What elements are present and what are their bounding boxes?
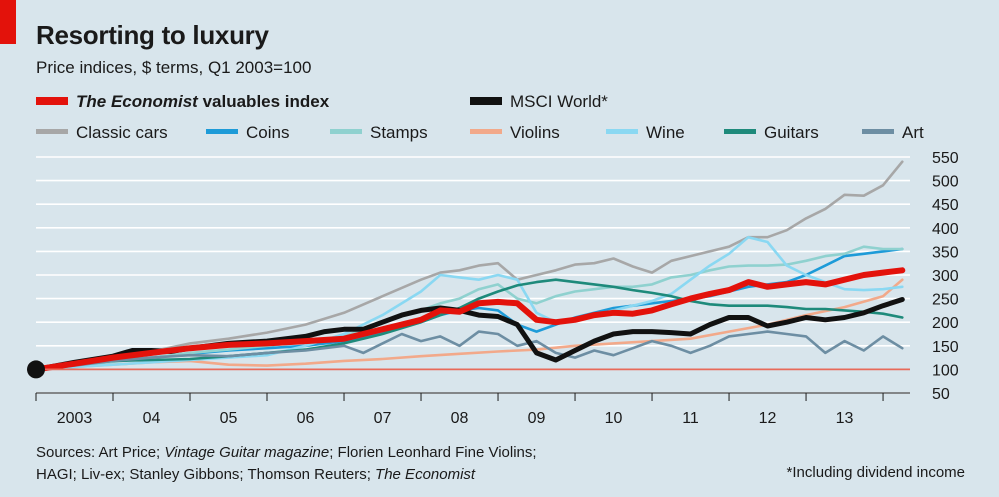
- legend-swatch-violins: [470, 129, 502, 135]
- y-tick-label-200: 200: [932, 315, 959, 332]
- legend-swatch-wine: [606, 129, 638, 135]
- y-tick-label-550: 550: [932, 150, 959, 167]
- legend-wine-label: Wine: [646, 123, 685, 142]
- x-tick-label-05: 05: [220, 410, 238, 427]
- legend-swatch-stamps: [330, 129, 362, 135]
- sources-p5: The Economist: [375, 466, 476, 483]
- legend-swatch-msci: [470, 96, 502, 105]
- x-tick-label-07: 07: [374, 410, 392, 427]
- axis-layer: 50 100 150 200 250 300 350 400 450 500 550 2003 04 05…: [27, 150, 959, 427]
- y-tick-label-350: 350: [932, 244, 959, 261]
- footnote: *Including dividend income: [786, 464, 965, 481]
- sources-p2: Vintage Guitar magazine: [164, 444, 330, 461]
- legend-stamps-label: Stamps: [370, 123, 428, 142]
- legend-msci: MSCI World*: [470, 92, 608, 112]
- legend-wine: Wine: [606, 123, 685, 143]
- x-tick-label-10: 10: [605, 410, 623, 427]
- series-line-economist: [33, 267, 906, 373]
- y-tick-label-150: 150: [932, 339, 959, 356]
- legend-art-label: Art: [902, 123, 924, 142]
- y-tick-label-450: 450: [932, 197, 959, 214]
- sources-p1: Sources: Art Price;: [36, 444, 165, 461]
- start-marker: [27, 360, 45, 379]
- legend-economist-italic: The Economist: [76, 92, 198, 111]
- legend-violins-label: Violins: [510, 123, 560, 142]
- x-tick-label-11: 11: [682, 410, 699, 427]
- legend-stamps: Stamps: [330, 123, 428, 143]
- legend-swatch-coins: [206, 129, 238, 135]
- legend-coins: Coins: [206, 123, 289, 143]
- legend-economist: The Economist valuables index: [36, 92, 329, 112]
- chart-title: Resorting to luxury: [36, 20, 269, 50]
- y-tick-label-500: 500: [932, 174, 959, 191]
- y-tick-label-400: 400: [932, 221, 959, 238]
- y-tick-label-100: 100: [932, 362, 959, 379]
- series-line-art: [34, 330, 904, 371]
- x-tick-label-12: 12: [759, 410, 777, 427]
- sources-note: Sources: Art Price; Vintage Guitar magaz…: [36, 442, 537, 486]
- y-tick-label-300: 300: [932, 268, 959, 285]
- legend-classic-cars: Classic cars: [36, 123, 168, 143]
- legend-classic-cars-label: Classic cars: [76, 123, 168, 142]
- x-tick-label-06: 06: [297, 410, 315, 427]
- x-tick-label-09: 09: [528, 410, 546, 427]
- legend-swatch-guitars: [724, 129, 756, 135]
- legend-swatch-economist: [36, 96, 68, 105]
- x-tick-label-13: 13: [836, 410, 854, 427]
- y-tick-label-250: 250: [932, 292, 959, 309]
- red-corner-tab: [0, 0, 16, 44]
- legend-violins: Violins: [470, 123, 560, 143]
- y-tick-label-50: 50: [932, 386, 950, 403]
- series-layer: [33, 160, 906, 373]
- x-tick-label-04: 04: [143, 410, 161, 427]
- chart-subtitle: Price indices, $ terms, Q1 2003=100: [36, 58, 312, 77]
- legend-msci-label: MSCI World*: [510, 92, 608, 111]
- legend-art: Art: [862, 123, 924, 143]
- legend-swatch-classic-cars: [36, 129, 68, 135]
- legend-coins-label: Coins: [246, 123, 290, 142]
- sources-p4: HAGI; Liv-ex; Stanley Gibbons; Thomson R…: [36, 466, 376, 483]
- x-tick-label-2003: 2003: [57, 410, 93, 427]
- sources-p3: ; Florien Leonhard Fine Violins;: [329, 444, 537, 461]
- legend-economist-rest: valuables index: [197, 92, 330, 111]
- x-tick-label-08: 08: [451, 410, 469, 427]
- series-line-classic-cars: [34, 160, 904, 371]
- legend-swatch-art: [862, 129, 894, 135]
- legend-guitars: Guitars: [724, 123, 819, 143]
- legend-guitars-label: Guitars: [764, 123, 819, 142]
